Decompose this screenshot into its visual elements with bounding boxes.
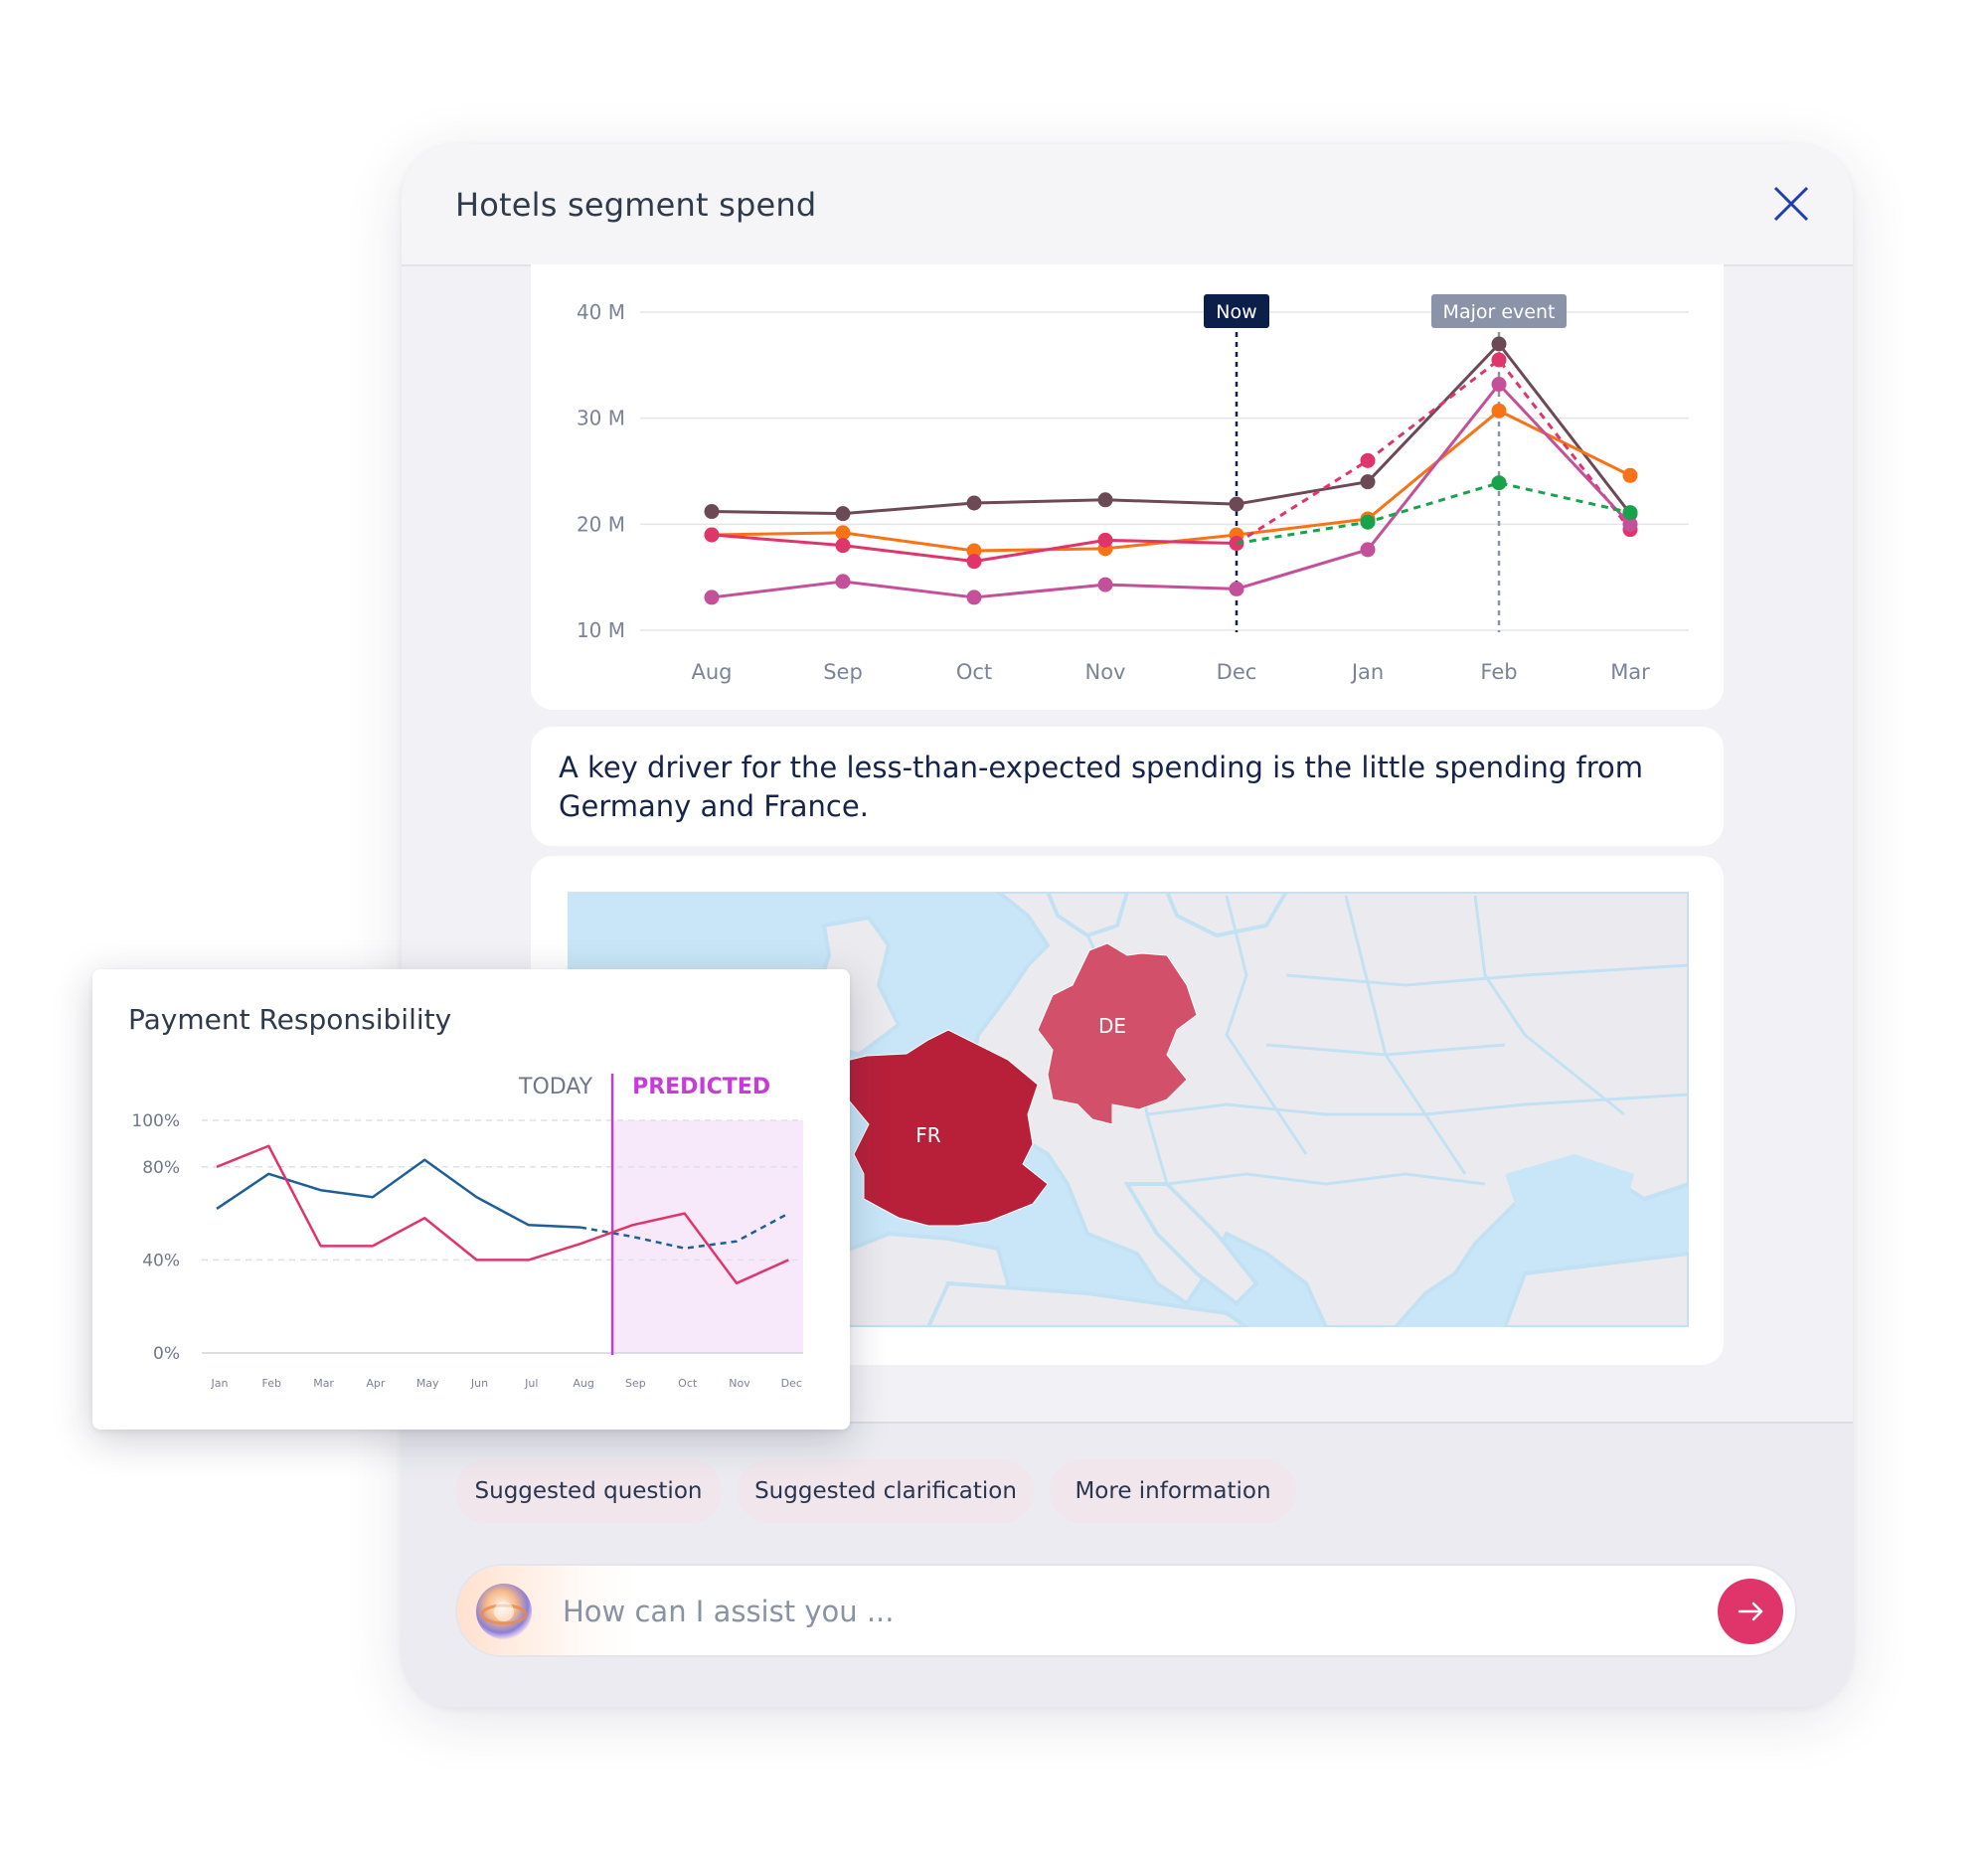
data-point <box>1622 516 1638 532</box>
data-point <box>704 590 720 605</box>
data-point <box>835 574 851 590</box>
x-tick-label: Feb <box>1480 660 1517 684</box>
y-tick-label: 30 M <box>577 407 625 430</box>
black-sea <box>1505 1154 1634 1224</box>
x-tick-label: Nov <box>1085 660 1126 684</box>
germany-region[interactable] <box>1037 942 1198 1125</box>
payment-responsibility-card: Payment Responsibility 100% 80% 40% 0% Jan Fe… <box>92 969 850 1430</box>
series-line <box>216 1158 581 1229</box>
x-tick-label: Aug <box>573 1377 593 1390</box>
data-point <box>1097 577 1113 592</box>
data-point <box>1229 581 1244 596</box>
payment-responsibility-chart: 100% 80% 40% 0% Jan Feb Mar Apr May Jun Jul Aug Sep O… <box>131 1074 803 1390</box>
annotation-badge <box>1204 294 1269 328</box>
data-point <box>966 590 982 605</box>
series-line <box>711 342 1632 516</box>
x-tick-label: Nov <box>729 1377 750 1390</box>
data-point <box>835 506 851 522</box>
x-tick-label: Sep <box>625 1377 646 1390</box>
x-tick-label: Dec <box>781 1377 802 1390</box>
x-tick-label: Aug <box>691 660 732 684</box>
france-region[interactable] <box>813 1029 1049 1227</box>
assistant-message-text: A key driver for the less-than-expected … <box>559 751 1644 823</box>
x-tick-label: Mar <box>1610 660 1650 684</box>
data-point <box>1229 496 1244 512</box>
close-icon <box>1773 186 1809 222</box>
panel-title: Hotels segment spend <box>455 186 817 224</box>
series-line <box>711 383 1632 599</box>
assistant-input-box[interactable] <box>455 1564 1797 1657</box>
data-point <box>966 543 982 559</box>
chip-suggested-question[interactable]: Suggested question <box>455 1459 722 1523</box>
x-tick-label: Jan <box>1350 660 1384 684</box>
y-tick-label: 0% <box>153 1344 180 1364</box>
chip-suggested-clarification[interactable]: Suggested clarification <box>738 1459 1034 1523</box>
series-line-forecast <box>580 1212 789 1250</box>
assistant-input[interactable] <box>561 1566 1658 1655</box>
chip-more-information[interactable]: More information <box>1050 1459 1296 1523</box>
x-tick-label: Dec <box>1217 660 1257 684</box>
predicted-label: PREDICTED <box>632 1075 770 1099</box>
data-point <box>1491 352 1507 368</box>
y-tick-label: 40% <box>142 1251 180 1270</box>
x-tick-label: Sep <box>823 660 863 684</box>
x-tick-label: Oct <box>678 1377 698 1390</box>
annotation-badge <box>1431 294 1567 328</box>
germany-label: DE <box>1098 1014 1126 1038</box>
series-line <box>1236 481 1631 546</box>
data-point <box>1491 377 1507 393</box>
data-point <box>704 527 720 543</box>
data-point <box>966 495 982 511</box>
data-point <box>1491 336 1507 352</box>
data-point <box>1622 467 1638 483</box>
series-line <box>1236 358 1632 545</box>
panel-header: Hotels segment spend <box>402 144 1853 266</box>
major-event-marker-label: Major event <box>1443 301 1556 323</box>
y-tick-label: 40 M <box>577 300 625 324</box>
data-point <box>835 525 851 541</box>
data-point <box>1360 514 1376 530</box>
side-card-title: Payment Responsibility <box>128 1003 452 1036</box>
data-point <box>966 554 982 570</box>
y-tick-label: 100% <box>131 1111 180 1131</box>
data-point <box>1360 474 1376 490</box>
predicted-band <box>612 1120 803 1353</box>
assistant-panel: Hotels segment spend 40 M 30 M 20 M 10 M Aug… <box>402 144 1853 1707</box>
data-point <box>835 538 851 554</box>
data-point <box>1491 403 1507 419</box>
y-tick-label: 80% <box>142 1158 180 1178</box>
spend-line-chart: 40 M 30 M 20 M 10 M Aug Sep Oct Nov Dec Jan Feb Mar… <box>577 294 1689 684</box>
x-tick-label: Jul <box>524 1377 538 1390</box>
spend-chart-card: 40 M 30 M 20 M 10 M Aug Sep Oct Nov Dec Jan Feb Mar… <box>531 264 1724 710</box>
today-label: TODAY <box>518 1075 593 1099</box>
arrow-right-icon <box>1738 1602 1763 1621</box>
y-tick-label: 10 M <box>577 618 625 642</box>
data-point <box>1360 452 1376 468</box>
x-tick-label: Apr <box>366 1377 386 1390</box>
data-point <box>704 504 720 520</box>
assistant-message: A key driver for the less-than-expected … <box>531 727 1724 846</box>
data-point <box>1360 542 1376 558</box>
x-tick-label: Mar <box>313 1377 334 1390</box>
series-line <box>216 1144 789 1285</box>
data-point <box>1622 505 1638 521</box>
x-tick-label: Oct <box>956 660 992 684</box>
data-point <box>1097 532 1113 548</box>
x-tick-label: Jan <box>211 1377 229 1390</box>
y-tick-label: 20 M <box>577 512 625 536</box>
close-button[interactable] <box>1769 182 1813 226</box>
assistant-orb-icon <box>471 1579 537 1644</box>
france-label: FR <box>915 1123 941 1147</box>
x-tick-label: Feb <box>262 1377 281 1390</box>
data-point <box>1491 475 1507 491</box>
send-button[interactable] <box>1718 1579 1783 1644</box>
data-point <box>1097 492 1113 508</box>
now-marker-label: Now <box>1216 301 1256 323</box>
x-tick-label: May <box>416 1377 439 1390</box>
map-borders <box>1085 895 1689 1186</box>
x-tick-label: Jun <box>470 1377 488 1390</box>
